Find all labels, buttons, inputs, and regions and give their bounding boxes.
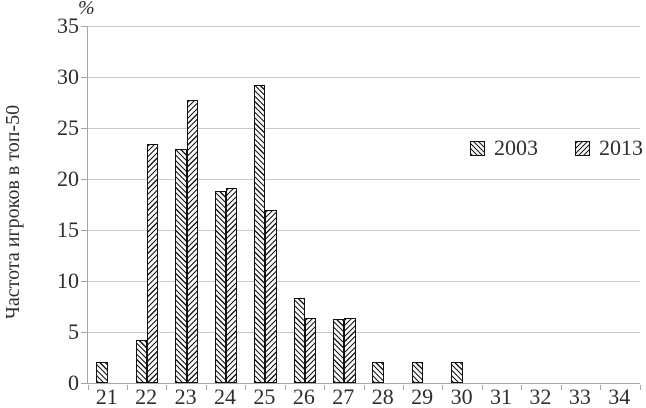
bar-2003-23 [175,149,187,383]
x-tickmark-12 [560,384,562,390]
y-tickmark-25 [81,127,87,129]
bar-2003-27 [333,318,345,383]
y-tick-label-20: 20 [57,166,79,191]
x-tickmark-4 [245,384,247,390]
y-axis-unit-label: % [78,0,95,19]
y-tickmark-20 [81,178,87,180]
x-tick-label-30: 30 [450,384,473,408]
legend-swatch-2013-slash-hatch-icon [575,140,590,156]
gridline-25 [88,127,640,129]
gridline-20 [88,178,640,180]
bar-2013-23 [186,100,198,383]
y-tick-label-10: 10 [57,268,79,293]
y-tickmark-30 [81,76,87,78]
x-tick-label-32: 32 [529,384,552,408]
x-tickmark-3 [205,384,207,390]
x-tick-label-29: 29 [411,384,434,408]
y-tickmark-35 [81,25,87,27]
x-tickmark-5 [284,384,286,390]
plot-area [81,25,641,390]
y-tickmark-10 [81,280,87,282]
legend-label-2003: 2003 [494,135,538,160]
bar-2003-26 [293,298,305,383]
gridline-10 [88,280,640,282]
y-tick-label-15: 15 [57,217,79,242]
x-tick-label-24: 24 [214,384,236,408]
x-tick-label-26: 26 [292,384,315,408]
gridline-30 [88,76,640,78]
x-tickmark-9 [442,384,444,390]
x-tickmark-13 [600,384,602,390]
y-tick-label-25: 25 [57,115,79,140]
gridline-15 [88,229,640,231]
y-tickmark-15 [81,229,87,231]
x-tickmark-6 [324,384,326,390]
gridline-35 [88,25,640,27]
legend-swatch-2003-backslash-hatch-icon [470,140,485,156]
x-tick-label-22: 22 [135,384,158,408]
x-tick-label-28: 28 [371,384,394,408]
x-tickmark-2 [166,384,168,390]
bar-2013-27 [344,317,356,383]
bar-2013-26 [304,317,317,383]
legend: 2003 2013 [470,137,643,159]
x-tickmark-0 [87,384,89,390]
x-tick-label-25: 25 [253,384,276,408]
bar-2013-24 [226,188,238,383]
x-tick-label-33: 33 [568,384,591,408]
bar-2003-29 [411,361,424,383]
x-tick-label-31: 31 [490,384,512,408]
legend-label-2013: 2013 [599,135,643,160]
y-tick-label-0: 0 [68,370,79,395]
x-tick-label-27: 27 [332,384,355,408]
bar-2003-28 [372,361,384,383]
bar-2013-22 [147,144,159,383]
bar-2013-25 [265,209,277,383]
x-tick-label-34: 34 [608,384,631,408]
y-tickmark-5 [81,331,87,333]
y-tickmark-0 [81,382,87,384]
y-tick-label-35: 35 [57,13,79,38]
x-tick-label-23: 23 [174,384,197,408]
x-tickmark-14 [639,384,641,390]
bar-2003-22 [135,340,148,383]
x-tickmark-7 [363,384,365,390]
bar-2003-25 [254,85,266,383]
x-tickmark-8 [402,384,404,390]
x-tickmark-11 [521,384,523,390]
x-tick-label-21: 21 [95,384,118,408]
bar-2003-30 [451,361,463,383]
y-tick-label-5: 5 [68,319,79,344]
bar-2003-24 [214,191,226,383]
x-tickmark-10 [481,384,483,390]
bar-2003-21 [96,361,108,383]
y-tick-label-30: 30 [57,64,79,89]
gridline-5 [88,331,640,333]
x-tickmark-1 [126,384,128,390]
